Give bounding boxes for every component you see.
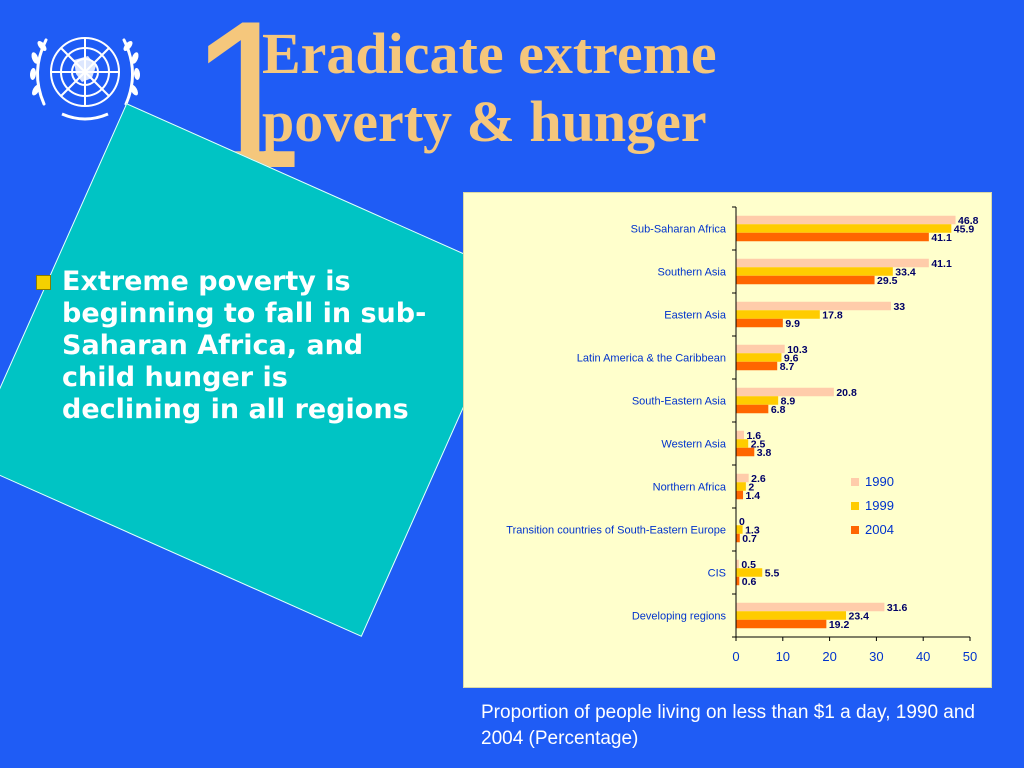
data-label: 8.7	[780, 361, 795, 373]
bar-2004	[736, 490, 744, 500]
category-label: Sub-Saharan Africa	[631, 224, 727, 236]
bar-2004	[736, 576, 740, 586]
data-label: 5.5	[765, 567, 780, 579]
bullet-text: Extreme poverty is beginning to fall in …	[62, 266, 427, 425]
category-label: Western Asia	[661, 439, 726, 451]
data-label: 9.6	[784, 352, 799, 364]
data-label: 33	[893, 301, 905, 313]
data-label: 0.5	[741, 559, 756, 571]
bar-2004	[736, 275, 875, 285]
bar-1990	[736, 559, 739, 569]
bar-1999	[736, 439, 749, 448]
square-bullet-icon	[36, 275, 51, 290]
category-label: CIS	[708, 568, 726, 580]
x-tick-label: 0	[732, 649, 739, 664]
chart-caption: Proportion of people living on less than…	[481, 702, 975, 749]
data-label: 2	[748, 481, 754, 493]
bar-1990	[736, 602, 885, 612]
legend-swatch-1990	[851, 478, 859, 486]
legend-swatch-2004	[851, 526, 859, 534]
bar-1999	[736, 396, 779, 405]
data-label: 1.6	[746, 430, 761, 442]
data-label: 19.2	[829, 619, 850, 631]
data-label: 1.3	[745, 524, 760, 536]
legend-label: 1999	[865, 498, 894, 513]
x-tick-label: 20	[822, 649, 836, 664]
data-label: 23.4	[849, 610, 870, 622]
data-label: 20.8	[836, 387, 857, 399]
bar-1999	[736, 525, 743, 534]
bar-2004	[736, 619, 827, 629]
slide-title-line2: poverty & hunger	[262, 89, 707, 154]
bar-1999	[736, 310, 820, 319]
category-label: Latin America & the Caribbean	[577, 353, 726, 365]
data-label: 0.7	[742, 533, 757, 545]
data-label: 0.6	[742, 576, 757, 588]
bar-1999	[736, 267, 893, 276]
data-label: 6.8	[771, 404, 786, 416]
data-label: 0	[739, 516, 745, 528]
category-label: Northern Africa	[653, 482, 727, 494]
data-label: 33.4	[895, 266, 916, 278]
category-label: Eastern Asia	[664, 310, 727, 322]
data-label: 9.9	[785, 318, 800, 330]
category-label: Developing regions	[632, 611, 727, 623]
legend-label: 2004	[865, 522, 894, 537]
bar-1999	[736, 611, 847, 620]
category-label: Transition countries of South-Eastern Eu…	[506, 525, 726, 537]
data-label: 17.8	[822, 309, 843, 321]
bar-1990	[736, 258, 929, 268]
bullet-point: Extreme poverty is beginning to fall in …	[36, 266, 432, 426]
bar-1990	[736, 301, 891, 311]
bar-1990	[736, 344, 785, 354]
bar-2004	[736, 447, 755, 457]
data-label: 29.5	[877, 275, 898, 287]
slide-title: Eradicate extreme poverty & hunger	[262, 20, 717, 156]
bar-1990	[736, 473, 749, 483]
data-label: 2.5	[751, 438, 766, 450]
bar-2004	[736, 318, 783, 328]
data-label: 10.3	[787, 344, 808, 356]
legend-swatch-1999	[851, 502, 859, 510]
bar-1990	[736, 215, 956, 225]
data-label: 41.1	[931, 258, 952, 270]
data-label: 46.8	[958, 215, 979, 227]
bar-2004	[736, 232, 929, 242]
data-label: 41.1	[931, 232, 952, 244]
x-tick-label: 30	[869, 649, 883, 664]
category-label: South-Eastern Asia	[632, 396, 727, 408]
slide-title-line1: Eradicate extreme	[262, 21, 717, 86]
chart-panel: 0 10 20 30 40 50 Sub-Saharan Africa 46.8 45.9 41.…	[463, 192, 992, 688]
data-label: 1.4	[746, 490, 761, 502]
bar-1999	[736, 568, 763, 577]
data-label: 2.6	[751, 473, 766, 485]
bar-1990	[736, 387, 834, 397]
bar-1999	[736, 482, 746, 491]
data-label: 8.9	[781, 395, 796, 407]
category-label: Southern Asia	[658, 267, 727, 279]
un-emblem-icon	[29, 37, 141, 121]
bar-2004	[736, 361, 778, 371]
bar-1999	[736, 224, 952, 233]
data-label: 45.9	[954, 223, 975, 235]
x-tick-label: 50	[963, 649, 977, 664]
data-label: 31.6	[887, 602, 908, 614]
bar-2004	[736, 404, 769, 414]
bar-1990	[736, 430, 744, 440]
bar-2004	[736, 533, 740, 543]
x-tick-label: 40	[916, 649, 930, 664]
bar-1999	[736, 353, 782, 362]
data-label: 3.8	[757, 447, 772, 459]
x-tick-label: 10	[776, 649, 790, 664]
legend-label: 1990	[865, 474, 894, 489]
